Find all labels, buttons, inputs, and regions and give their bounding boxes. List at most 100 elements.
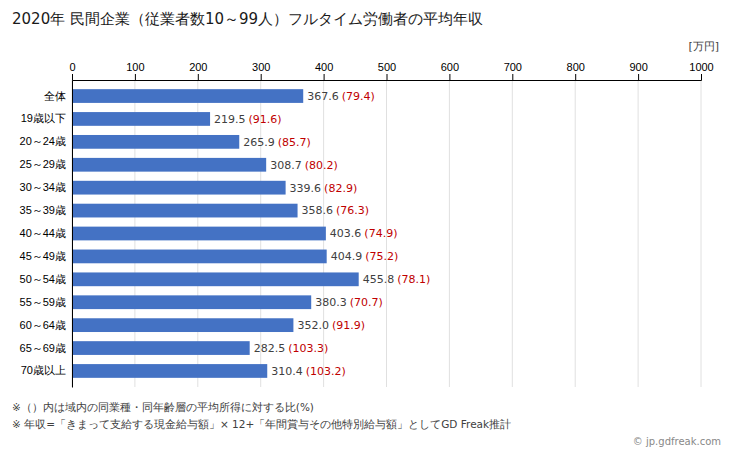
x-tick-mark bbox=[638, 74, 639, 80]
y-tick: 19歳以下 bbox=[21, 112, 72, 124]
grid-line bbox=[638, 80, 639, 387]
bars bbox=[72, 89, 359, 378]
value-label: 265.9 bbox=[243, 136, 275, 149]
x-axis-line bbox=[73, 74, 702, 81]
y-tick: 25～29歳 bbox=[20, 158, 72, 170]
x-axis: 0 100 200 300 400 500 600 700 800 900 1000 bbox=[69, 61, 713, 81]
value-label: 308.7 bbox=[270, 159, 302, 172]
x-tick-mark bbox=[261, 74, 262, 80]
value-label: 455.8 bbox=[363, 273, 395, 286]
grid-line bbox=[512, 80, 513, 387]
bar bbox=[72, 227, 326, 241]
y-tick: 35～39歳 bbox=[20, 204, 72, 216]
y-tick: 50～54歳 bbox=[20, 273, 72, 285]
y-axis-line bbox=[72, 81, 73, 388]
ratio-label: (91.9) bbox=[332, 319, 365, 332]
y-tick-label: 20～24歳 bbox=[20, 135, 66, 147]
x-tick: 0 bbox=[69, 61, 75, 80]
x-tick: 800 bbox=[567, 61, 585, 80]
x-tick: 500 bbox=[378, 61, 396, 80]
grid-line bbox=[72, 80, 73, 387]
x-tick-mark bbox=[198, 74, 199, 80]
x-tick-label: 200 bbox=[189, 61, 207, 73]
y-tick: 70歳以上 bbox=[21, 364, 72, 376]
x-tick-label: 300 bbox=[252, 61, 270, 73]
y-tick: 55～59歳 bbox=[20, 296, 72, 308]
ratio-label: (80.2) bbox=[305, 159, 338, 172]
value-label: 358.6 bbox=[302, 204, 334, 217]
y-tick-label: 25～29歳 bbox=[20, 158, 66, 170]
ratio-label: (75.2) bbox=[365, 250, 398, 263]
value-label: 310.4 bbox=[271, 365, 303, 378]
value-label: 367.6 bbox=[307, 90, 339, 103]
value-label: 282.5 bbox=[254, 342, 286, 355]
y-tick-label: 60～64歳 bbox=[20, 319, 66, 331]
ratio-label: (76.3) bbox=[336, 204, 369, 217]
value-label: 219.5 bbox=[214, 113, 246, 126]
ratio-label: (78.1) bbox=[397, 273, 430, 286]
x-tick: 400 bbox=[315, 61, 333, 80]
x-tick-mark bbox=[72, 74, 73, 80]
grid-line bbox=[449, 80, 450, 387]
x-tick-mark bbox=[512, 74, 513, 80]
bar bbox=[72, 250, 327, 264]
grid-line bbox=[575, 80, 576, 387]
y-tick: 60～64歳 bbox=[20, 319, 72, 331]
x-tick-label: 500 bbox=[378, 61, 396, 73]
bar bbox=[72, 341, 250, 355]
x-tick: 200 bbox=[189, 61, 207, 80]
y-tick: 65～69歳 bbox=[20, 342, 72, 354]
y-tick-label: 30～34歳 bbox=[20, 181, 66, 193]
x-tick: 300 bbox=[252, 61, 270, 80]
y-tick: 全体 bbox=[44, 90, 72, 102]
x-tick-label: 800 bbox=[567, 61, 585, 73]
y-tick: 40～44歳 bbox=[20, 227, 72, 239]
y-tick: 30～34歳 bbox=[20, 181, 72, 193]
y-tick-label: 70歳以上 bbox=[21, 364, 66, 376]
x-tick: 700 bbox=[504, 61, 522, 80]
y-tick-label: 40～44歳 bbox=[20, 227, 66, 239]
x-tick: 600 bbox=[441, 61, 459, 80]
grid-line bbox=[701, 80, 702, 387]
value-label: 380.3 bbox=[315, 296, 347, 309]
bar bbox=[72, 204, 298, 218]
y-axis: 全体19歳以下20～24歳25～29歳30～34歳35～39歳40～44歳45～… bbox=[20, 81, 73, 388]
footnote: ※（）内は域内の同業種・同年齢層の平均所得に対する比(%) bbox=[12, 401, 314, 414]
grid bbox=[72, 80, 701, 387]
x-tick-mark bbox=[324, 74, 325, 80]
ratio-label: (82.9) bbox=[324, 182, 357, 195]
watermark: © jp.gdfreak.com bbox=[633, 436, 721, 447]
x-tick-label: 0 bbox=[69, 61, 75, 73]
data-labels: 367.6(79.4)219.5(91.6)265.9(85.7)308.7(8… bbox=[214, 90, 430, 378]
y-tick: 20～24歳 bbox=[20, 135, 72, 147]
x-tick-mark bbox=[135, 74, 136, 80]
ratio-label: (85.7) bbox=[278, 136, 311, 149]
bar bbox=[72, 318, 293, 332]
x-tick-label: 900 bbox=[629, 61, 647, 73]
x-tick-mark bbox=[701, 74, 702, 80]
bar bbox=[72, 135, 239, 149]
ratio-label: (91.6) bbox=[249, 113, 282, 126]
footnote: ※ 年収=「きまって支給する現金給与額」× 12+「年間賞与その他特別給与額」と… bbox=[12, 418, 511, 431]
chart-svg: 2020年 民間企業（従業者数10～99人）フルタイム労働者の平均年収 [万円] 0… bbox=[0, 0, 729, 451]
bar bbox=[72, 112, 210, 126]
title: 2020年 民間企業（従業者数10～99人）フルタイム労働者の平均年収 bbox=[12, 10, 483, 28]
y-tick-label: 55～59歳 bbox=[20, 296, 66, 308]
x-tick: 900 bbox=[629, 61, 647, 80]
bar bbox=[72, 89, 303, 103]
x-tick-mark bbox=[575, 74, 576, 80]
x-tick-label: 1000 bbox=[689, 61, 713, 73]
ratio-label: (103.3) bbox=[288, 342, 328, 355]
x-tick-mark bbox=[387, 74, 388, 80]
x-tick-label: 700 bbox=[504, 61, 522, 73]
x-tick-label: 600 bbox=[441, 61, 459, 73]
value-label: 339.6 bbox=[290, 182, 322, 195]
y-tick-label: 全体 bbox=[44, 90, 66, 102]
x-tick-label: 100 bbox=[126, 61, 144, 73]
bar bbox=[72, 364, 267, 378]
x-tick: 100 bbox=[126, 61, 144, 80]
x-tick-mark bbox=[449, 74, 450, 80]
bar bbox=[72, 272, 359, 286]
ratio-label: (70.7) bbox=[350, 296, 383, 309]
unit-label: [万円] bbox=[688, 40, 719, 53]
